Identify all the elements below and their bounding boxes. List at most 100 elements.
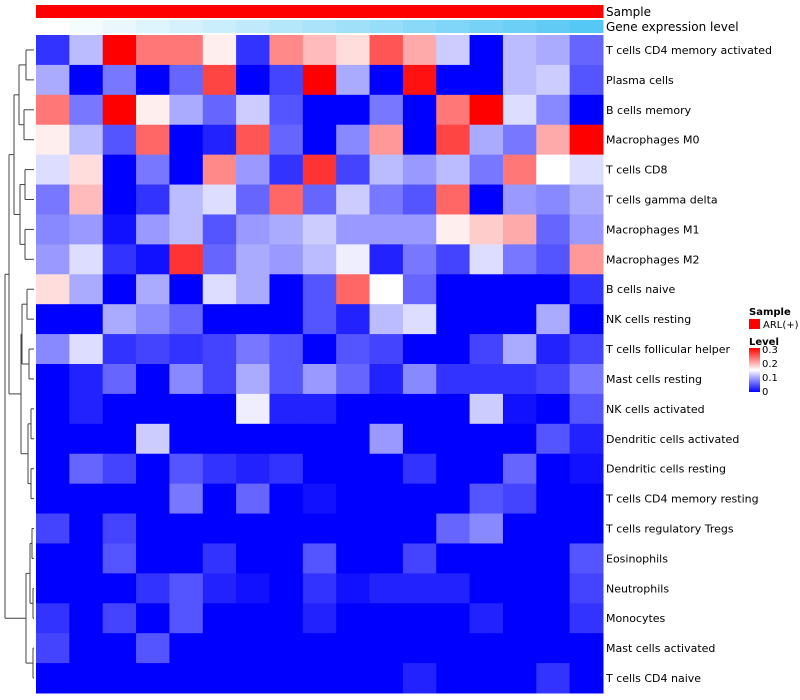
sample-annotation-cell (336, 5, 371, 18)
heatmap-cell (36, 274, 70, 305)
heatmap-cell (369, 334, 404, 365)
heatmap-cell (236, 663, 270, 694)
row-labels: T cells CD4 memory activated Plasma cells… (605, 44, 772, 685)
heatmap-cell (336, 124, 371, 156)
heatmap-cell (436, 663, 471, 694)
heatmap-cell (536, 124, 571, 156)
heatmap-cell (102, 124, 137, 156)
heatmap-cell (136, 244, 170, 275)
heatmap-cell (169, 214, 204, 245)
heatmap-cell (536, 483, 571, 515)
heatmap-cell (236, 64, 270, 96)
heatmap-cell (102, 64, 137, 96)
heatmap-cell (69, 334, 104, 365)
heatmap-cell (402, 124, 437, 156)
heatmap-cell (502, 214, 537, 245)
annotation-label-sample: Sample (606, 5, 651, 19)
heatmap-cell (302, 423, 337, 455)
heatmap-cell (202, 573, 237, 604)
heatmap-cell (269, 513, 304, 544)
heatmap-cell (536, 663, 571, 694)
heatmap-cell (569, 304, 604, 335)
heatmap-cell (136, 603, 170, 634)
sample-annotation-cell (102, 5, 137, 18)
heatmap-cell (502, 124, 537, 156)
sample-annotation-cell (69, 5, 104, 18)
heatmap-cell (469, 483, 504, 515)
heatmap-cell (169, 453, 204, 485)
heatmap-cell (36, 423, 70, 455)
heatmap-cell (336, 633, 371, 664)
sample-annotation-cell (36, 5, 70, 18)
heatmap-cell (402, 573, 437, 604)
heatmap-cell (302, 573, 337, 604)
sample-legend-swatch (749, 319, 760, 329)
heatmap-cell (436, 94, 471, 126)
heatmap-cell (169, 124, 204, 156)
heatmap-cell (502, 154, 537, 186)
heatmap-cell (136, 543, 170, 574)
heatmap-cell (169, 334, 204, 365)
heatmap-cell (136, 483, 170, 515)
heatmap-cell (102, 274, 137, 305)
heatmap-cell (336, 64, 371, 96)
heatmap-cell (136, 453, 170, 485)
heatmap-cell (502, 513, 537, 544)
heatmap-cell (336, 423, 371, 455)
heatmap-cell (236, 214, 270, 245)
heatmap-cell (236, 244, 270, 275)
heatmap-cell (169, 573, 204, 604)
heatmap-cell (536, 214, 571, 245)
heatmap-cell (469, 35, 504, 66)
heatmap-cell (569, 35, 604, 66)
heatmap-cell (36, 244, 70, 275)
heatmap-cell (236, 35, 270, 66)
row-label: B cells naive (606, 283, 675, 296)
row-label: NK cells resting (606, 313, 691, 326)
heatmap-cell (36, 334, 70, 365)
heatmap-cell (169, 64, 204, 96)
heatmap-cell (69, 64, 104, 96)
row-label: Neutrophils (606, 582, 669, 595)
heatmap-cell (69, 483, 104, 515)
heatmap-cell (202, 334, 237, 365)
heatmap-cell (36, 543, 70, 574)
heatmap-cell (469, 94, 504, 126)
sample-annotation-cell (236, 5, 270, 18)
heatmap-cell (269, 35, 304, 66)
heatmap-cell (202, 364, 237, 395)
row-label: T cells CD4 naive (605, 672, 701, 685)
heatmap-cell (436, 603, 471, 634)
heatmap-cell (202, 543, 237, 574)
heatmap-cell (369, 184, 404, 215)
heatmap-cell (36, 304, 70, 335)
expression-annotation-cell (336, 20, 371, 33)
heatmap-cell (169, 274, 204, 305)
heatmap-cell (36, 94, 70, 126)
heatmap-cell (102, 453, 137, 485)
heatmap-cell (269, 423, 304, 455)
heatmap-cell (102, 214, 137, 245)
heatmap-cell (169, 513, 204, 544)
heatmap-cell (436, 154, 471, 186)
heatmap-cell (336, 35, 371, 66)
heatmap-cell (236, 543, 270, 574)
heatmap-cell (269, 633, 304, 664)
heatmap-cell (469, 244, 504, 275)
heatmap-cell (269, 154, 304, 186)
heatmap-cell (402, 35, 437, 66)
heatmap-cell (402, 94, 437, 126)
heatmap-cell (369, 513, 404, 544)
heatmap-cell (369, 483, 404, 515)
heatmap-cell (469, 334, 504, 365)
heatmap-cell (569, 334, 604, 365)
row-label: T cells gamma delta (605, 194, 718, 207)
heatmap-cell (369, 453, 404, 485)
heatmap-cell (236, 513, 270, 544)
sample-annotation-cell (202, 5, 237, 18)
heatmap-cell (502, 334, 537, 365)
heatmap-cell (502, 423, 537, 455)
expression-annotation-cell (569, 20, 604, 33)
heatmap-cell (302, 124, 337, 156)
heatmap-cell (102, 423, 137, 455)
